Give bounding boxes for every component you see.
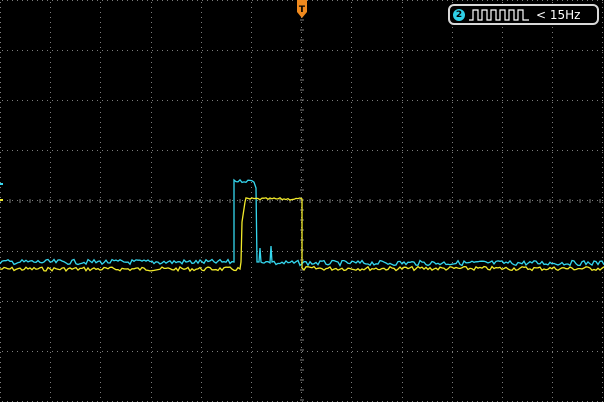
- channel-1-trace: [0, 197, 604, 273]
- channel-2-trace: [0, 178, 604, 267]
- pulse-train-icon: [469, 9, 529, 21]
- trigger-marker-label: T: [299, 5, 306, 15]
- trigger-condition-text: < 15Hz: [536, 8, 581, 22]
- channel-2-indicator: 2: [453, 9, 465, 21]
- trigger-position-marker[interactable]: T: [296, 0, 308, 20]
- trigger-status-badge[interactable]: 2 < 15Hz: [448, 4, 599, 25]
